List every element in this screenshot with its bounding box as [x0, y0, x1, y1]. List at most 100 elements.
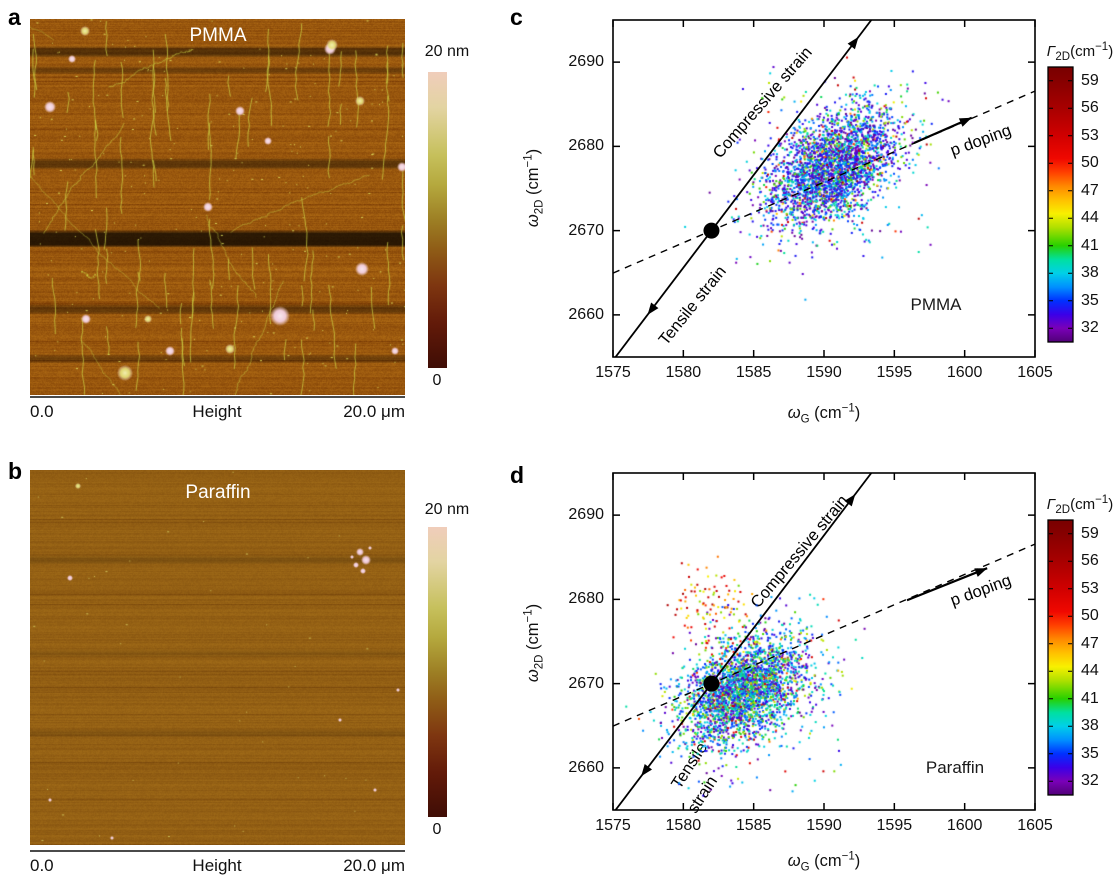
x-axis-symbol: ω — [787, 852, 801, 871]
x-axis-symbol: ω — [787, 404, 801, 423]
scale-max-label: 20.0 μm — [343, 856, 405, 875]
x-tick-label: 1575 — [595, 364, 631, 381]
panel-letter-a: a — [8, 4, 21, 30]
colorbar-unit-close: ) — [1108, 43, 1114, 60]
x-axis-exponent: −1 — [841, 850, 855, 863]
colorbar-tick-label: 32 — [1081, 319, 1099, 337]
colorbar-tick-label: 32 — [1081, 772, 1099, 790]
height-colorbar — [428, 72, 447, 368]
x-tick-label: 1595 — [876, 364, 913, 381]
scatter-points-canvas — [613, 20, 1035, 357]
y-tick-label: 2670 — [568, 221, 604, 239]
colorbar-tick-label: 44 — [1081, 209, 1099, 227]
x-axis-subscript: G — [800, 413, 810, 426]
colorbar-tick-label: 53 — [1081, 126, 1099, 144]
x-axis-subscript: G — [800, 861, 810, 874]
x-axis-unit-close: ) — [854, 852, 861, 871]
x-tick-label: 1600 — [946, 364, 983, 381]
scale-min-label: 0.0 — [30, 402, 54, 421]
y-tick-label: 2680 — [568, 590, 604, 608]
colorbar-tick-label: 59 — [1081, 71, 1099, 89]
x-tick-label: 1585 — [735, 364, 772, 381]
colorbar-tick-label: 53 — [1081, 579, 1099, 597]
colorbar-unit-close: ) — [1108, 496, 1114, 513]
panel-letter-c: c — [510, 4, 523, 30]
y-axis-label: ω2D (cm−1) — [523, 149, 546, 227]
x-tick-label: 1580 — [665, 817, 702, 834]
y-axis-label: ω2D (cm−1) — [523, 604, 546, 682]
colorbar-title: Γ2D(cm−1) — [1047, 494, 1113, 516]
colorbar-tick-label: 50 — [1081, 154, 1099, 172]
colorbar-max-label: 20 nm — [424, 43, 470, 60]
colorbar-title: Γ2D(cm−1) — [1047, 41, 1113, 63]
x-axis-label: ωG (cm−1) — [788, 403, 861, 426]
colorbar-unit: (cm — [1070, 43, 1096, 60]
x-tick-label: 1600 — [946, 817, 983, 834]
x-tick-label: 1590 — [806, 364, 842, 381]
colorbar-tick-label: 47 — [1081, 634, 1099, 652]
colorbar-exponent: −1 — [1095, 41, 1109, 53]
afm-panel-paraffin: b Paraffin 0.0 Height 20.0 μm 20 nm 0 — [0, 450, 500, 893]
height-colorbar — [428, 527, 447, 817]
y-axis-unit: (cm — [524, 167, 543, 200]
colorbar-symbol: Γ — [1046, 43, 1056, 60]
afm-image-pmma — [30, 19, 405, 395]
colorbar-subscript: 2D — [1055, 51, 1071, 63]
afm-panel-pmma: a PMMA 0.0 Height 20.0 μm 20 nm 0 — [0, 0, 500, 450]
scale-bar-line — [30, 396, 405, 398]
y-tick-label: 2680 — [568, 137, 604, 155]
y-tick-label: 2690 — [568, 506, 604, 524]
y-axis-symbol: ω — [524, 214, 543, 228]
x-axis-label: ωG (cm−1) — [788, 851, 861, 874]
x-tick-label: 1575 — [595, 817, 631, 834]
colorbar-tick-label: 38 — [1081, 717, 1099, 735]
colorbar-tick-label: 50 — [1081, 607, 1099, 625]
y-tick-label: 2670 — [568, 674, 604, 692]
y-axis-unit-close: ) — [524, 148, 543, 155]
x-tick-label: 1590 — [806, 817, 842, 834]
colorbar-tick-label: 35 — [1081, 291, 1099, 309]
x-tick-label: 1580 — [665, 364, 702, 381]
colorbar-symbol: Γ — [1046, 496, 1056, 513]
colorbar-max-label: 20 nm — [424, 501, 470, 518]
colorbar-tick-label: 35 — [1081, 744, 1099, 762]
x-axis-unit: (cm — [809, 404, 842, 423]
sample-label: Paraffin — [925, 758, 985, 777]
y-tick-label: 2660 — [568, 305, 604, 323]
x-axis-unit-close: ) — [854, 404, 861, 423]
colorbar-tick-label: 56 — [1081, 99, 1099, 117]
x-tick-label: 1595 — [876, 817, 913, 834]
x-tick-label: 1605 — [1017, 364, 1053, 381]
afm-sample-label: PMMA — [189, 25, 247, 46]
colorbar-min-label: 0 — [432, 372, 442, 389]
y-axis-exponent: −1 — [522, 154, 535, 168]
afm-image-paraffin — [30, 470, 405, 845]
colorbar-tick-label: 47 — [1081, 181, 1099, 199]
colorbar-tick-label: 44 — [1081, 662, 1099, 680]
colorbar-tick-label: 41 — [1081, 236, 1099, 254]
y-tick-label: 2690 — [568, 53, 604, 71]
x-tick-label: 1605 — [1017, 817, 1053, 834]
sample-label: PMMA — [910, 295, 962, 314]
y-axis-unit-close: ) — [524, 603, 543, 610]
scatter-panel-pmma: c Compressive strain Tensile strain p do… — [500, 0, 1120, 450]
colorbar-exponent: −1 — [1095, 494, 1109, 506]
scale-max-label: 20.0 μm — [343, 402, 405, 421]
afm-sample-label: Paraffin — [185, 482, 251, 503]
scale-bar-line — [30, 850, 405, 852]
x-axis-unit: (cm — [809, 852, 842, 871]
colorbar-tick-label: 59 — [1081, 524, 1099, 542]
scale-min-label: 0.0 — [30, 856, 54, 875]
x-tick-label: 1585 — [735, 817, 772, 834]
colorbar-tick-label: 56 — [1081, 552, 1099, 570]
scatter-panel-paraffin: d Compressive strain Tensile strain p do… — [500, 450, 1120, 893]
colorbar-tick-label: 41 — [1081, 689, 1099, 707]
x-axis-exponent: −1 — [841, 402, 855, 415]
scale-title: Height — [192, 856, 242, 875]
panel-letter-b: b — [8, 458, 23, 484]
scale-title: Height — [192, 402, 242, 421]
colorbar-subscript: 2D — [1055, 504, 1071, 516]
y-tick-label: 2660 — [568, 758, 604, 776]
y-axis-unit: (cm — [524, 622, 543, 655]
